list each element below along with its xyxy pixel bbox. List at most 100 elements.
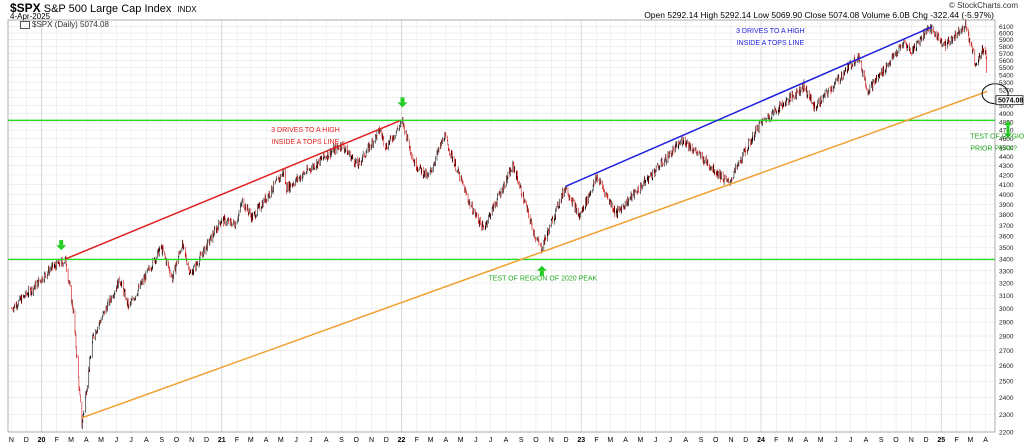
- y-tick-label: 5500: [999, 65, 1014, 72]
- y-tick-label: 4000: [999, 192, 1014, 199]
- y-tick-label: 5200: [999, 87, 1014, 94]
- overlay-lines: [8, 26, 995, 419]
- x-tick-label: M: [458, 437, 464, 444]
- x-tick-label: M: [637, 437, 643, 444]
- x-tick-label: J: [489, 437, 493, 444]
- x-tick-label: J: [849, 437, 853, 444]
- x-tick-label: M: [788, 437, 794, 444]
- x-tick-label: J: [834, 437, 838, 444]
- x-tick-label: A: [983, 437, 988, 444]
- x-tick-label: A: [84, 437, 89, 444]
- y-tick-label: 2500: [999, 379, 1014, 386]
- y-tick-label: 2800: [999, 334, 1014, 341]
- x-tick-label: O: [174, 437, 180, 444]
- x-tick-label: D: [924, 437, 929, 444]
- x-tick-label: M: [607, 437, 613, 444]
- red-tops-line: [65, 120, 400, 260]
- red-annotation-line: INSIDE A TOPS LINE: [272, 139, 340, 146]
- x-tick-label: 22: [398, 437, 406, 444]
- series-legend: $SPX (Daily) 5074.08: [20, 20, 109, 29]
- last-price-label: 5074.08: [998, 98, 1023, 105]
- y-tick-label: 3600: [999, 234, 1014, 241]
- ohlc-low-label: Low: [751, 10, 772, 20]
- x-tick-label: M: [68, 437, 74, 444]
- ohlc-low-value: 5069.90: [771, 10, 803, 20]
- x-tick-label: D: [24, 437, 29, 444]
- green-annotation-2020-line: TEST OF REGION OF 2020 PEAK: [488, 276, 597, 283]
- chart-title: $SPX S&P 500 Large Cap Index INDX: [10, 1, 197, 15]
- x-tick-label: N: [549, 437, 554, 444]
- y-tick-label: 3200: [999, 281, 1014, 288]
- y-tick-label: 3800: [999, 212, 1014, 219]
- y-tick-label: 2700: [999, 348, 1014, 355]
- blue-tops-line: [565, 26, 932, 188]
- y-tick-label: 4600: [999, 136, 1014, 143]
- x-tick-label: F: [55, 437, 59, 444]
- x-tick-label: D: [563, 437, 568, 444]
- last-price-tag: [995, 95, 1024, 106]
- x-tick-label: A: [504, 437, 509, 444]
- ohlc-high-value: 5292.14: [720, 10, 752, 20]
- x-tick-label: O: [533, 437, 539, 444]
- x-tick-label: F: [594, 437, 598, 444]
- y-tick-label: 5300: [999, 80, 1014, 87]
- x-tick-label: J: [294, 437, 298, 444]
- ohlc-volume-value: 6.0B: [892, 10, 910, 20]
- x-tick-label: M: [278, 437, 284, 444]
- x-tick-label: N: [189, 437, 194, 444]
- x-tick-label: O: [713, 437, 719, 444]
- annotations: 3 DRIVES TO A HIGH INSIDE A TOPS LINE 3 DR…: [56, 28, 1024, 283]
- ohlc-readout: Open 5292.14 High 5292.14 Low 5069.90 Cl…: [644, 10, 994, 20]
- green-annotation-prior-line: PRIOR PEAK?: [970, 146, 1017, 153]
- x-tick-label: N: [728, 437, 733, 444]
- x-tick-label: N: [909, 437, 914, 444]
- legend-label: $SPX (Daily) 5074.08: [32, 20, 109, 29]
- plot-border: [7, 19, 996, 433]
- y-tick-label: 5400: [999, 72, 1014, 79]
- y-tick-label: 2600: [999, 363, 1014, 370]
- x-tick-label: J: [669, 437, 673, 444]
- y-tick-label: 5800: [999, 44, 1014, 51]
- orange-support-line: [81, 90, 988, 419]
- x-tick-label: A: [623, 437, 628, 444]
- blue-annotation-line: 3 DRIVES TO A HIGH: [736, 28, 805, 35]
- y-tick-label: 2400: [999, 395, 1014, 402]
- y-tick-label: 3100: [999, 293, 1014, 300]
- y-tick-label: 5900: [999, 37, 1014, 44]
- arrow-2022-peak-icon: [397, 97, 408, 108]
- x-tick-label: M: [967, 437, 973, 444]
- ohlc-close-label: Close: [802, 10, 829, 20]
- red-annotation-line: 3 DRIVES TO A HIGH: [271, 127, 340, 134]
- y-tick-label: 2900: [999, 320, 1014, 327]
- y-tick-label: 4200: [999, 172, 1014, 179]
- x-tick-label: J: [115, 437, 119, 444]
- arrow-2022-low-icon: [536, 265, 547, 276]
- y-tick-label: 3000: [999, 306, 1014, 313]
- ohlc-high-label: High: [698, 10, 721, 20]
- x-tick-label: M: [248, 437, 254, 444]
- ohlc-chg-label: Chg: [909, 10, 931, 20]
- x-tick-label: A: [324, 437, 329, 444]
- chart-date: 4-Apr-2025: [10, 12, 51, 21]
- x-tick-label: F: [954, 437, 958, 444]
- x-tick-label: D: [384, 437, 389, 444]
- y-tick-label: 3700: [999, 223, 1014, 230]
- y-tick-label: 3900: [999, 202, 1014, 209]
- x-tick-label: F: [774, 437, 778, 444]
- exchange: INDX: [177, 5, 197, 14]
- x-tick-label: N: [369, 437, 374, 444]
- x-tick-label: J: [474, 437, 478, 444]
- blue-annotation-line: INSIDE A TOPS LINE: [737, 40, 805, 47]
- y-tick-label: 2200: [999, 430, 1014, 437]
- y-tick-label: 3300: [999, 268, 1014, 275]
- y-tick-label: 6100: [999, 24, 1014, 31]
- y-tick-label: 2300: [999, 412, 1014, 419]
- x-tick-label: S: [879, 437, 884, 444]
- y-tick-label: 4900: [999, 111, 1014, 118]
- x-tick-label: M: [818, 437, 824, 444]
- y-tick-label: 4700: [999, 128, 1014, 135]
- y-tick-label: 4400: [999, 154, 1014, 161]
- y-tick-label: 5600: [999, 58, 1014, 65]
- x-tick-label: F: [235, 437, 239, 444]
